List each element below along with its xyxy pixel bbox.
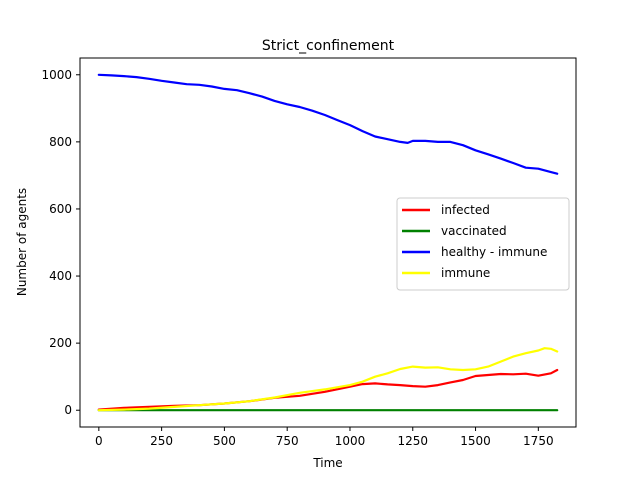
x-tick-label: 1000 [335, 434, 366, 448]
y-tick-label: 800 [49, 135, 72, 149]
y-tick-label: 1000 [41, 68, 72, 82]
x-tick-label: 1500 [460, 434, 491, 448]
x-tick-label: 0 [95, 434, 103, 448]
series-line-immune [97, 347, 559, 412]
legend-entry: vaccinated [441, 224, 507, 238]
legend-box [396, 197, 570, 291]
plot-lines [97, 73, 559, 412]
x-tick-label: 250 [150, 434, 173, 448]
y-axis: 0 200 400 600 800 1000 [41, 68, 80, 417]
plot-frame [79, 57, 577, 428]
x-axis: 0 250 500 750 1000 1250 1500 1750 [95, 427, 554, 448]
chart-title: Strict_confinement [262, 38, 395, 54]
x-axis-label: Time [312, 456, 342, 470]
x-tick-label: 1250 [397, 434, 428, 448]
y-tick-label: 0 [64, 403, 72, 417]
legend-entry: healthy - immune [441, 245, 547, 259]
x-tick-label: 750 [276, 434, 299, 448]
y-tick-label: 600 [49, 202, 72, 216]
series-line-healthy-immune [97, 73, 559, 175]
legend-entry: infected [441, 203, 490, 217]
x-tick-label: 1750 [523, 434, 554, 448]
x-tick-label: 500 [213, 434, 236, 448]
y-tick-label: 200 [49, 336, 72, 350]
legend-entry: immune [441, 266, 490, 280]
legend: infected vaccinated healthy - immune immune [396, 197, 570, 291]
y-axis-label: Number of agents [15, 188, 29, 296]
y-tick-label: 400 [49, 269, 72, 283]
